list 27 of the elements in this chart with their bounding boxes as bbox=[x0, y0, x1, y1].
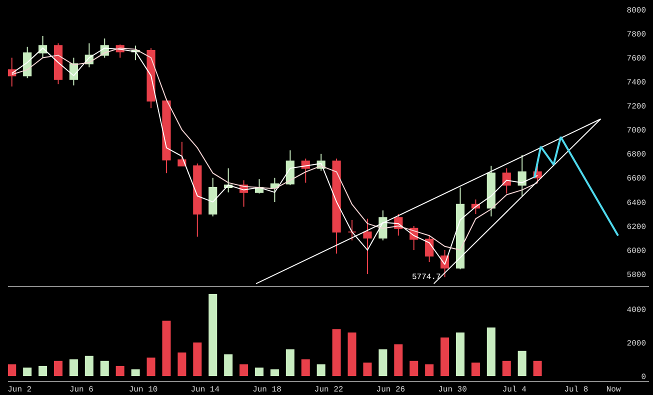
x-tick-label: Jun 18 bbox=[252, 386, 282, 395]
x-tick-label: Jun 22 bbox=[314, 386, 344, 395]
x-tick-label: Jun 30 bbox=[438, 386, 468, 395]
x-tick-label: Jun 10 bbox=[128, 386, 158, 395]
y-tick-label: 0 bbox=[641, 372, 646, 382]
y-tick-label: 8000 bbox=[626, 6, 646, 16]
x-tick-label: Jun 6 bbox=[69, 386, 94, 395]
x-tick-label: Now bbox=[606, 386, 621, 395]
y-tick-label: 7600 bbox=[626, 54, 646, 64]
y-tick-label: 6600 bbox=[626, 174, 646, 184]
y-tick-label: 7800 bbox=[626, 30, 646, 40]
y-tick-label: 5800 bbox=[626, 270, 646, 280]
y-tick-label: 7000 bbox=[626, 126, 646, 136]
x-tick-label: Jun 2 bbox=[8, 386, 32, 395]
y-tick-label: 6000 bbox=[626, 246, 646, 256]
y-tick-label: 6800 bbox=[626, 150, 646, 160]
x-tick-label: Jun 26 bbox=[376, 386, 406, 395]
annotation: 5774.7 bbox=[412, 273, 442, 282]
y-tick-label: 7400 bbox=[626, 78, 646, 88]
x-tick-label: Jul 8 bbox=[564, 386, 588, 395]
x-tick-label: Jul 4 bbox=[502, 386, 527, 395]
y-tick-label: 2000 bbox=[626, 339, 646, 348]
x-tick-label: Jun 14 bbox=[190, 386, 220, 395]
y-tick-label: 6400 bbox=[626, 198, 646, 208]
y-tick-label: 4000 bbox=[626, 306, 646, 315]
y-tick-label: 7200 bbox=[626, 102, 646, 112]
y-tick-label: 6200 bbox=[626, 222, 646, 232]
